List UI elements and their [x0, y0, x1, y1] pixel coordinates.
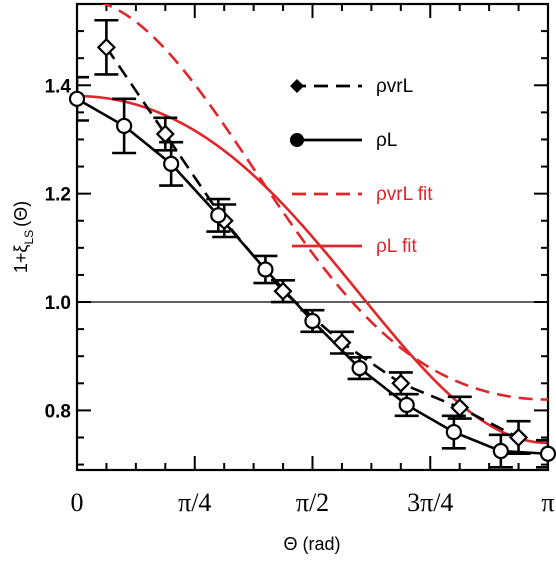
legend-circle-marker: [290, 133, 304, 147]
error-bars: [77, 18, 548, 469]
legend-label: ρL fit: [376, 236, 417, 257]
legend: ρvrL ρL ρvrL fit ρL fit: [290, 76, 433, 257]
fit-curve: [101, 4, 548, 401]
diamond-marker: [391, 373, 411, 393]
series-lines: [77, 46, 548, 456]
x-tick-label: 3π/4: [407, 488, 453, 517]
x-tick-label: π: [541, 488, 554, 517]
circle-marker: [163, 155, 180, 172]
x-axis-title: Θ (rad): [283, 534, 340, 554]
circle-marker: [257, 261, 274, 278]
legend-label: ρvrL: [376, 76, 413, 97]
diamond-marker: [155, 124, 175, 144]
circle-marker: [304, 312, 321, 330]
fit-curves: [77, 4, 548, 445]
y-axis-title: 1+ξLS(Θ): [11, 201, 36, 273]
y-tick-label: 1.4: [45, 76, 72, 97]
circle-marker: [398, 396, 415, 414]
series-line: [105, 46, 520, 439]
circle-marker: [68, 90, 86, 107]
legend-diamond-marker: [290, 79, 304, 93]
data-markers: [68, 37, 556, 462]
circle-marker: [116, 117, 133, 135]
y-tick-label: 1.2: [45, 185, 71, 206]
diamond-marker: [332, 333, 352, 353]
diamond-marker: [450, 398, 470, 418]
x-tick-label: π/4: [178, 488, 211, 517]
x-tick-label: π/2: [296, 488, 329, 517]
circle-marker: [445, 423, 462, 441]
y-tick-label: 0.8: [45, 401, 71, 422]
axis-ticks: [76, 4, 549, 470]
circle-marker: [492, 442, 509, 460]
series-line: [77, 97, 548, 456]
diamond-marker: [96, 37, 116, 57]
diamond-marker: [508, 427, 529, 448]
tick-labels: 0 π/4 π/2 3π/4 π 0.8 1.0 1.2 1.4: [45, 76, 555, 517]
x-tick-label: 0: [71, 488, 84, 517]
legend-label: ρL: [376, 130, 397, 151]
circle-marker: [351, 360, 368, 377]
y-tick-label: 1.0: [45, 293, 71, 314]
diamond-marker: [273, 281, 293, 301]
circle-marker: [210, 207, 227, 224]
circle-marker: [539, 445, 556, 462]
legend-label: ρvrL fit: [376, 184, 433, 205]
fit-curve: [77, 94, 548, 445]
